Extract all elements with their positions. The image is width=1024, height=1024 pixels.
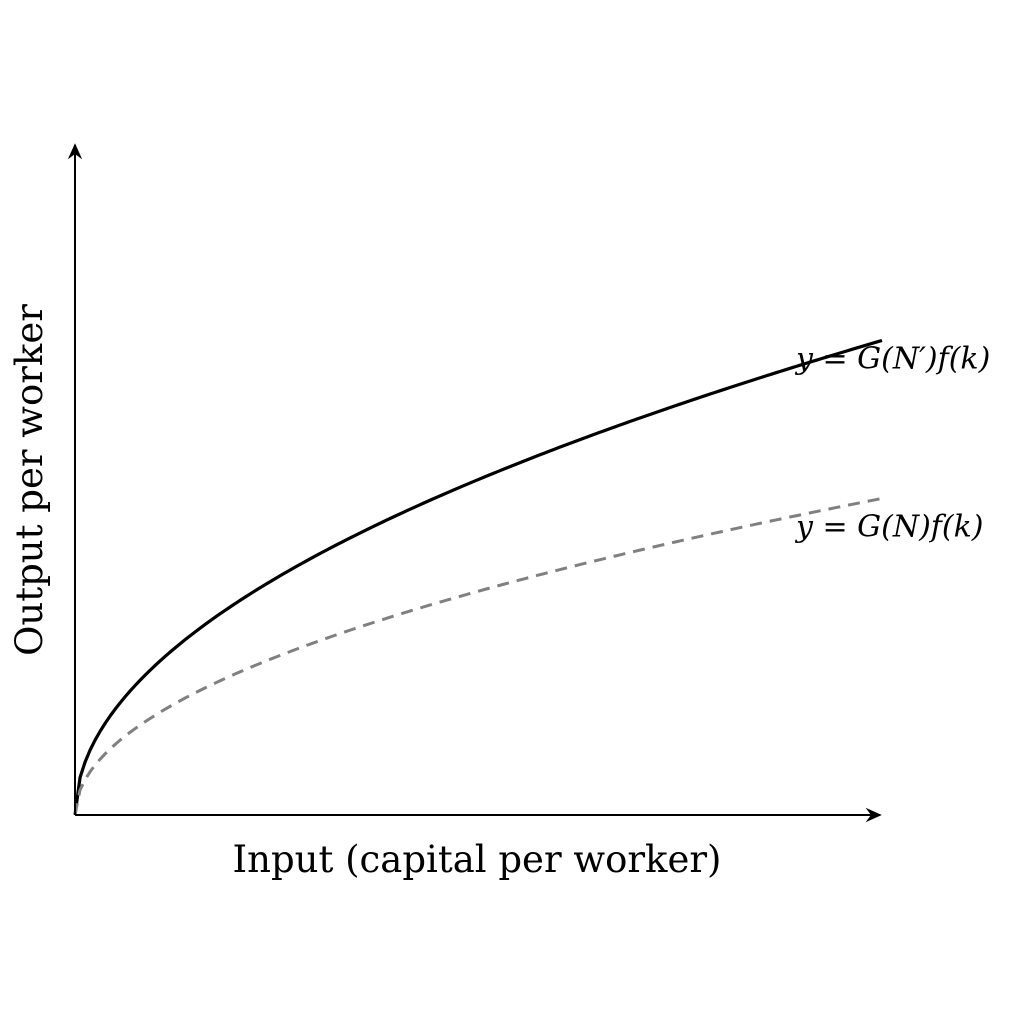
x-axis-title: Input (capital per worker) — [233, 838, 722, 881]
series-label-0: y = G(N′)f(k) — [794, 342, 990, 377]
series-layer — [73, 338, 883, 816]
y-axis-title: Output per worker — [8, 304, 51, 656]
series-line-0 — [73, 338, 883, 816]
series-line-1 — [73, 496, 883, 816]
series-label-1: y = G(N)f(k) — [794, 509, 983, 544]
series-label-layer: y = G(N′)f(k) y = G(N)f(k) — [794, 342, 990, 545]
